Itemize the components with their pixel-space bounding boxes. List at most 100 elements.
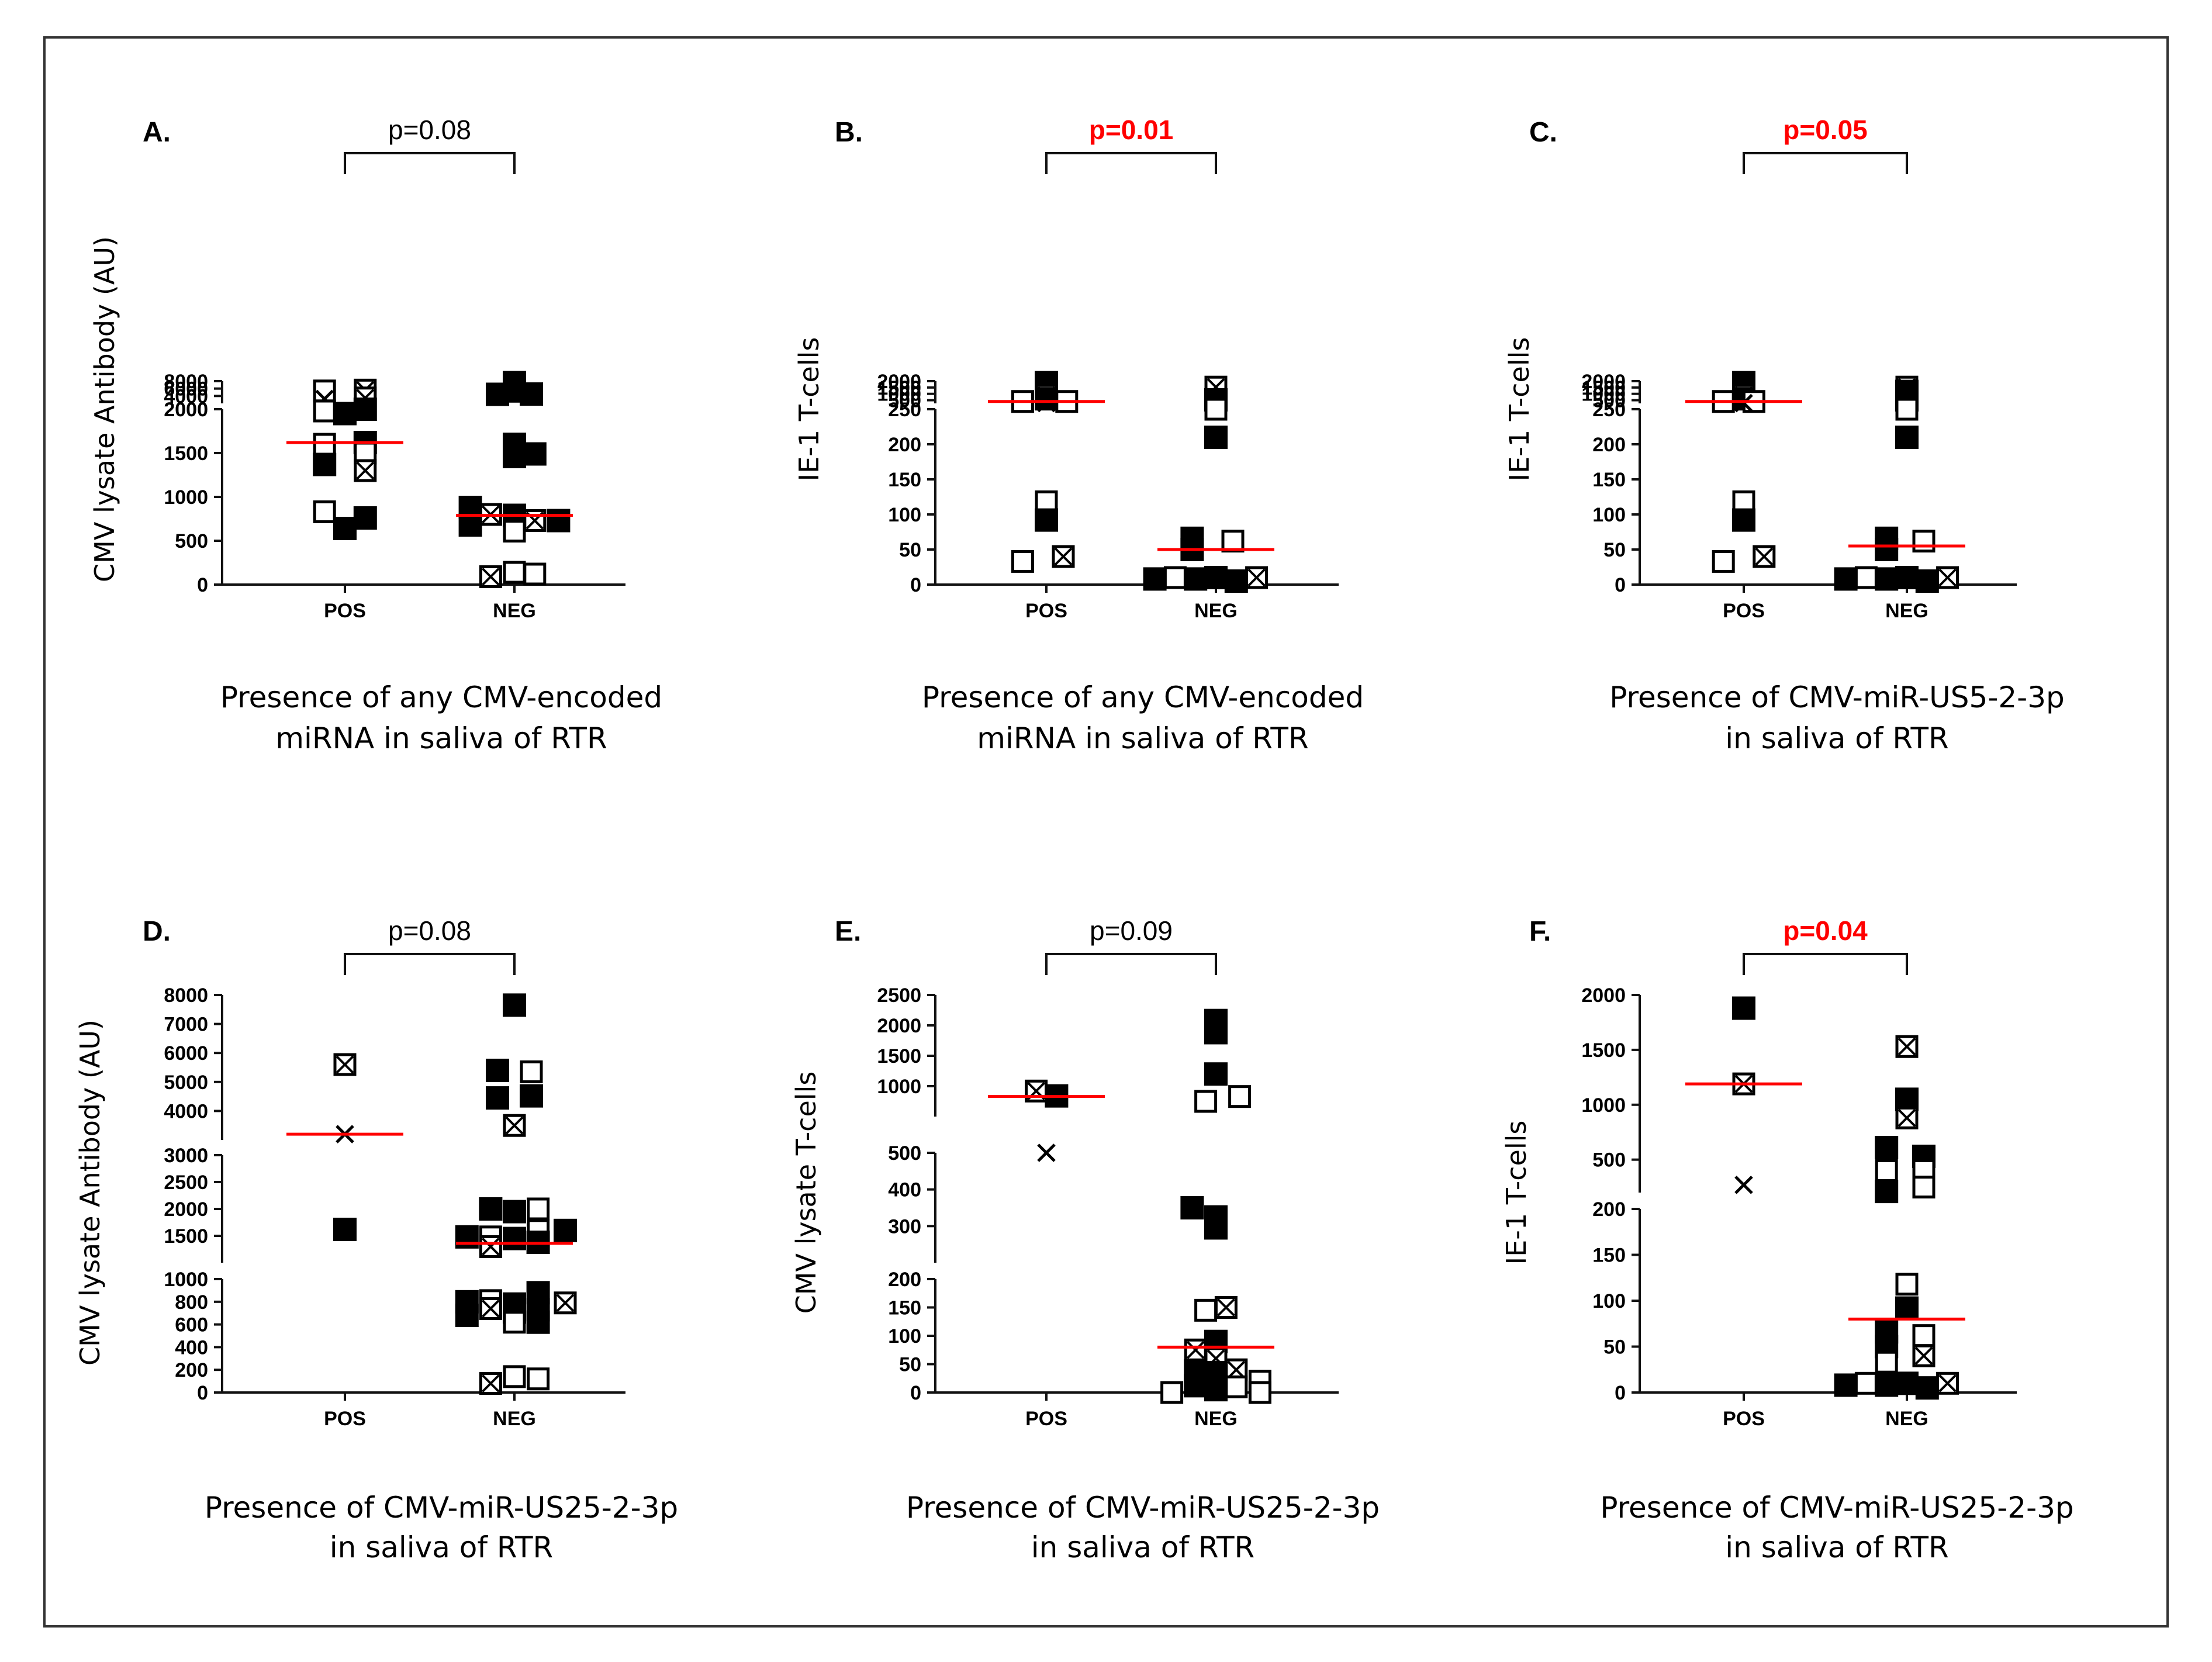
data-point [1180,1196,1204,1219]
y-tick-label: 1500 [164,443,208,465]
marker-cross [336,1055,354,1074]
y-tick-label: 2000 [164,399,208,421]
data-point [1224,569,1248,593]
y-tick-label: 2000 [164,1198,208,1221]
y-axis: 0200400600800100010001500200025003000300… [164,984,223,1404]
panel-f: F. p=0.04 0 50 100 150 200 500 1000 1500 2000 POS NE… [1501,915,2074,1564]
panel-caption-line: Presence of CMV-miR-US25-2-3p [906,1491,1380,1525]
y-tick-label: 2000 [877,371,921,393]
y-tick-label: 200 [888,1269,921,1291]
marker-cross [556,1294,575,1312]
panel-caption-line: Presence of CMV-miR-US25-2-3p [205,1491,678,1525]
data-point [1875,1350,1898,1374]
data-point [1912,1176,1935,1199]
data-point [1895,1371,1919,1395]
series-pos [1011,371,1079,573]
marker-cross [481,568,500,586]
data-point [1037,1143,1056,1162]
y-tick-label: 250 [888,399,921,421]
y-tick-label: 2500 [877,984,921,1007]
marker-cross [1186,1340,1205,1359]
y-tick-label: 0 [910,1382,921,1404]
data-point [1895,566,1919,589]
y-tick-label: 300 [888,1215,921,1238]
y-tick-label: 1500 [164,1225,208,1248]
data-point [486,1058,509,1082]
y-tick-label: 7000 [164,1014,208,1036]
series-pos [1025,1079,1069,1162]
y-tick-label: 6000 [164,1042,208,1065]
panel-letter: E. [835,916,861,947]
data-point [1875,1180,1899,1204]
x-tick-label: POS [324,1408,366,1430]
y-tick-label: 0 [1615,1382,1626,1404]
data-point [1854,566,1878,589]
x-tick-label: POS [1723,600,1765,622]
data-point [1936,566,1959,589]
data-point [486,1086,509,1110]
x-tick-label: NEG [1885,600,1928,622]
data-point [1895,1035,1919,1058]
data-point [1912,530,1935,553]
y-axis-label: IE-1 T-cells [1504,337,1535,482]
panel-letter: C. [1529,117,1557,148]
data-point [333,1053,357,1076]
data-point [503,445,526,468]
y-tick-label: 200 [1592,434,1626,456]
y-tick-label: 3000 [164,1145,208,1167]
marker-cross [1755,547,1774,566]
y-axis-label: CMV lysate Antibody (AU) [74,1020,106,1366]
data-point [1035,508,1058,532]
data-point [1734,393,1753,413]
y-tick-label: 500 [888,390,921,412]
data-point [527,1367,550,1391]
data-point [479,1197,503,1221]
series-neg [1834,1035,1959,1400]
data-point [520,1084,543,1108]
series-pos [313,378,377,540]
data-point [554,1291,577,1315]
series-pos [1712,371,1776,573]
data-point [1184,567,1208,591]
data-point [1214,1296,1238,1319]
data-point [333,517,357,540]
x-tick-label: POS [1025,600,1067,622]
data-point [1912,1344,1935,1367]
data-point [313,500,336,523]
y-axis-label: CMV lysate Antibody (AU) [89,236,120,582]
data-point [1915,569,1939,593]
data-point [1204,1021,1228,1045]
data-point [1895,1296,1919,1320]
x-tick-label: NEG [493,1408,536,1430]
data-point [1163,566,1187,589]
data-point [1204,426,1228,449]
p-value-label: p=0.04 [1783,915,1868,946]
data-point [547,509,571,533]
data-point [479,565,502,588]
marker-cross [1247,568,1266,587]
y-tick-label: 1000 [877,1076,921,1098]
data-point [503,1200,526,1224]
marker-cross [356,461,375,480]
y-tick-label: 50 [1603,539,1626,561]
data-point [503,1365,526,1388]
p-value-label: p=0.08 [388,115,471,145]
data-point [527,1197,550,1221]
y-tick-label: 50 [899,1354,921,1376]
data-point [1895,426,1919,449]
data-point [1035,387,1058,411]
y-tick-label: 400 [888,1179,921,1201]
x-tick-label: POS [324,600,366,622]
data-point [503,993,526,1017]
data-point [1712,550,1735,573]
data-point [523,562,547,586]
data-point [458,513,482,537]
data-point [503,520,526,543]
significance-bracket [1743,953,1908,975]
data-point [1245,566,1269,589]
significance-bracket [344,953,516,975]
